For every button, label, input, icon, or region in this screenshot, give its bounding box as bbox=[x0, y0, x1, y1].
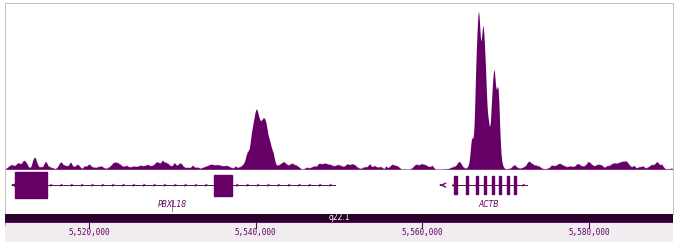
Text: PBXL18: PBXL18 bbox=[158, 200, 186, 209]
Bar bbox=[466, 176, 468, 194]
Text: 5,560,000: 5,560,000 bbox=[401, 228, 443, 237]
Bar bbox=[454, 176, 456, 194]
Text: q22.1: q22.1 bbox=[328, 214, 350, 223]
Bar bbox=[16, 172, 47, 198]
Text: 5,580,000: 5,580,000 bbox=[568, 228, 610, 237]
Text: ACTB: ACTB bbox=[479, 200, 500, 209]
Text: 5,520,000: 5,520,000 bbox=[68, 228, 110, 237]
Bar bbox=[499, 176, 502, 194]
Bar bbox=[506, 176, 509, 194]
Bar bbox=[514, 176, 516, 194]
Bar bbox=[492, 176, 494, 194]
Text: 5,540,000: 5,540,000 bbox=[235, 228, 277, 237]
Bar bbox=[214, 174, 233, 196]
Bar bbox=[476, 176, 478, 194]
Bar bbox=[484, 176, 486, 194]
